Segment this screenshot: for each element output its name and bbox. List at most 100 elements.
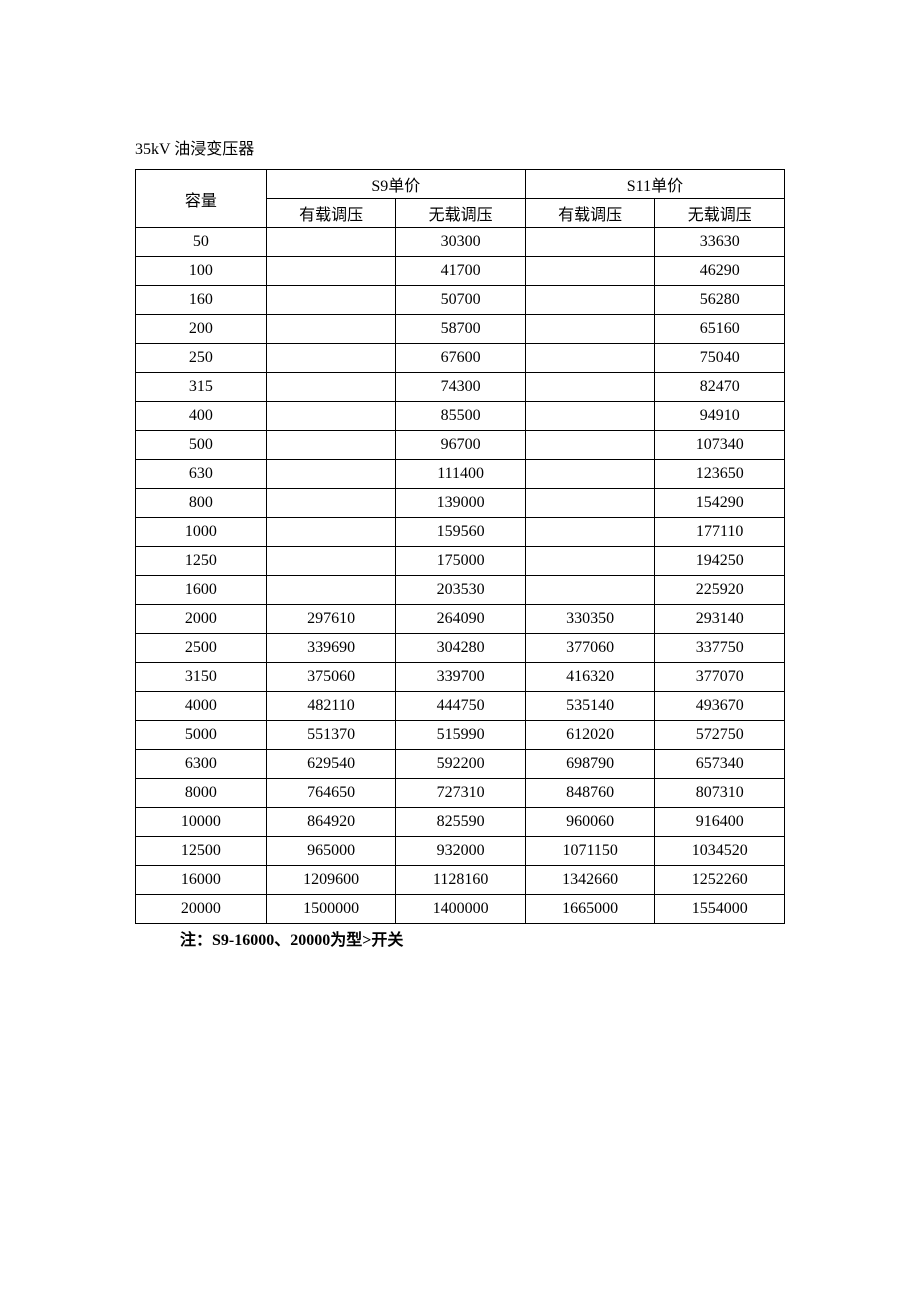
cell-s11_off: 46290: [655, 257, 785, 286]
cell-s9_on: 339690: [266, 634, 396, 663]
cell-s9_off: 30300: [396, 228, 526, 257]
cell-s9_on: 297610: [266, 605, 396, 634]
col-s9-price: S9单价: [266, 170, 525, 199]
col-s11-noload: 无载调压: [655, 199, 785, 228]
cell-s11_on: [525, 228, 655, 257]
cell-s11_on: 1665000: [525, 895, 655, 924]
cell-s11_off: 123650: [655, 460, 785, 489]
cell-s11_off: 337750: [655, 634, 785, 663]
col-s11-price: S11单价: [525, 170, 784, 199]
cell-s11_off: 1554000: [655, 895, 785, 924]
cell-s11_on: [525, 286, 655, 315]
cell-s11_off: 293140: [655, 605, 785, 634]
table-row: 1605070056280: [136, 286, 785, 315]
table-row: 1250096500093200010711501034520: [136, 837, 785, 866]
cell-s9_off: 444750: [396, 692, 526, 721]
table-row: 800139000154290: [136, 489, 785, 518]
table-row: 2005870065160: [136, 315, 785, 344]
cell-s9_on: [266, 315, 396, 344]
cell-cap: 2000: [136, 605, 267, 634]
cell-s9_off: 304280: [396, 634, 526, 663]
cell-s9_off: 58700: [396, 315, 526, 344]
page-title: 35kV 油浸变压器: [135, 135, 785, 159]
cell-s11_on: [525, 576, 655, 605]
cell-s9_off: 264090: [396, 605, 526, 634]
table-body: 5030300336301004170046290160507005628020…: [136, 228, 785, 924]
table-row: 250 67600 75040: [136, 344, 785, 373]
cell-s9_off: 727310: [396, 779, 526, 808]
table-row: 1000159560177110: [136, 518, 785, 547]
cell-s9_off: 203530: [396, 576, 526, 605]
table-row: 50 30300 33630: [136, 228, 785, 257]
cell-s11_on: 535140: [525, 692, 655, 721]
col-capacity: 容量: [136, 170, 267, 228]
cell-s11_on: [525, 373, 655, 402]
table-row: 6300629540592200698790657340: [136, 750, 785, 779]
cell-s9_on: [266, 286, 396, 315]
cell-s11_on: [525, 257, 655, 286]
cell-s11_off: 225920: [655, 576, 785, 605]
cell-s9_off: 825590: [396, 808, 526, 837]
cell-cap: 12500: [136, 837, 267, 866]
cell-s9_on: [266, 257, 396, 286]
cell-s9_on: [266, 460, 396, 489]
cell-cap: 250: [136, 344, 267, 373]
table-row: 1004170046290: [136, 257, 785, 286]
cell-s9_off: 67600: [396, 344, 526, 373]
cell-s11_off: 94910: [655, 402, 785, 431]
cell-s11_off: 194250: [655, 547, 785, 576]
cell-cap: 315: [136, 373, 267, 402]
cell-s11_on: [525, 315, 655, 344]
cell-cap: 3150: [136, 663, 267, 692]
cell-s11_off: 33630: [655, 228, 785, 257]
table-row: 630 111400 123650: [136, 460, 785, 489]
cell-s11_on: 960060: [525, 808, 655, 837]
table-row: 8000764650727310848760807310: [136, 779, 785, 808]
table-row: 160001209600112816013426601252260: [136, 866, 785, 895]
cell-s11_on: 377060: [525, 634, 655, 663]
cell-s11_off: 177110: [655, 518, 785, 547]
cell-s11_off: 657340: [655, 750, 785, 779]
cell-s9_on: [266, 576, 396, 605]
cell-s9_on: [266, 373, 396, 402]
cell-s9_on: [266, 547, 396, 576]
cell-s9_off: 339700: [396, 663, 526, 692]
cell-s11_on: 1071150: [525, 837, 655, 866]
table-row: 4008550094910: [136, 402, 785, 431]
table-row: 3150375060339700416320377070: [136, 663, 785, 692]
cell-s9_off: 85500: [396, 402, 526, 431]
cell-cap: 630: [136, 460, 267, 489]
cell-s9_off: 111400: [396, 460, 526, 489]
cell-cap: 50: [136, 228, 267, 257]
cell-s11_off: 1252260: [655, 866, 785, 895]
cell-s11_off: 75040: [655, 344, 785, 373]
cell-s9_off: 74300: [396, 373, 526, 402]
table-row: 50096700107340: [136, 431, 785, 460]
price-table: 容量 S9单价 S11单价 有载调压 无载调压 有载调压 无载调压 50 3030…: [135, 169, 785, 924]
cell-cap: 4000: [136, 692, 267, 721]
cell-s9_on: [266, 518, 396, 547]
cell-cap: 2500: [136, 634, 267, 663]
cell-s9_on: 482110: [266, 692, 396, 721]
col-s9-onload: 有载调压: [266, 199, 396, 228]
col-s9-noload: 无载调压: [396, 199, 526, 228]
cell-s9_on: [266, 228, 396, 257]
cell-s11_on: [525, 344, 655, 373]
cell-s9_off: 41700: [396, 257, 526, 286]
cell-s9_on: 864920: [266, 808, 396, 837]
cell-s9_off: 932000: [396, 837, 526, 866]
cell-s9_off: 515990: [396, 721, 526, 750]
cell-s11_on: 1342660: [525, 866, 655, 895]
table-row: 3157430082470: [136, 373, 785, 402]
cell-cap: 5000: [136, 721, 267, 750]
table-row: 4000482110444750535140493670: [136, 692, 785, 721]
cell-cap: 200: [136, 315, 267, 344]
cell-s9_off: 175000: [396, 547, 526, 576]
cell-s11_on: [525, 431, 655, 460]
table-row: 1600203530225920: [136, 576, 785, 605]
cell-s9_off: 592200: [396, 750, 526, 779]
cell-s11_off: 916400: [655, 808, 785, 837]
col-s11-onload: 有载调压: [525, 199, 655, 228]
cell-s9_off: 50700: [396, 286, 526, 315]
cell-s11_off: 572750: [655, 721, 785, 750]
